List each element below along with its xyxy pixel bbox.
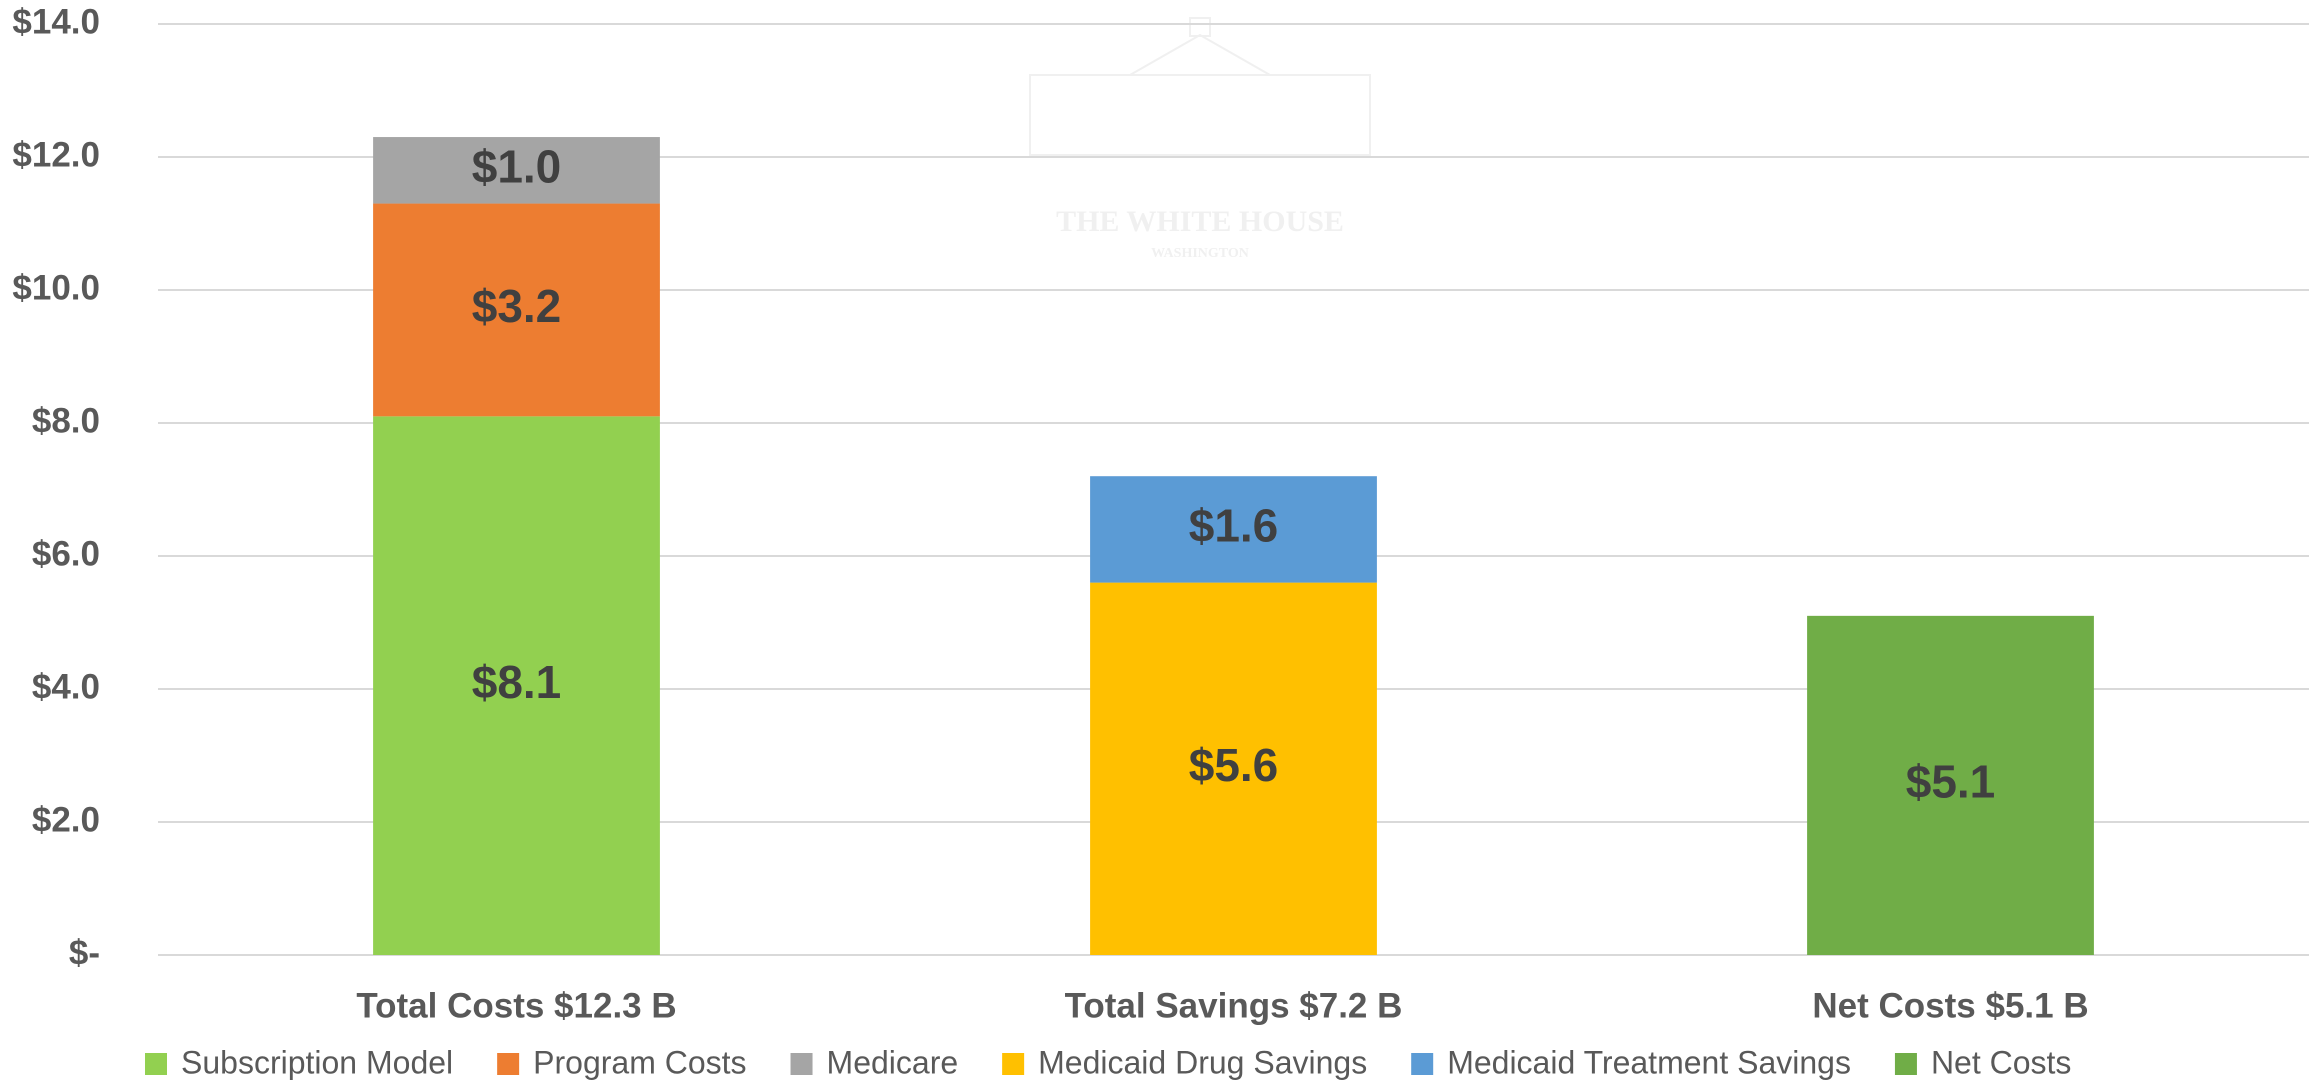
y-tick-label: $4.0 bbox=[32, 667, 100, 706]
data-label: $1.0 bbox=[472, 140, 562, 192]
y-tick-label: $- bbox=[69, 933, 100, 972]
legend-label: Program Costs bbox=[533, 1044, 746, 1080]
y-tick-label: $10.0 bbox=[12, 268, 100, 307]
data-label: $1.6 bbox=[1189, 500, 1279, 552]
legend-swatch bbox=[1894, 1053, 1917, 1075]
bar-segment bbox=[373, 137, 660, 204]
legend-swatch bbox=[145, 1053, 167, 1075]
legend-label: Medicaid Treatment Savings bbox=[1447, 1044, 1851, 1080]
legend-swatch bbox=[1002, 1053, 1025, 1075]
x-tick-label: Total Savings $7.2 B bbox=[1065, 986, 1403, 1025]
legend-swatch bbox=[790, 1053, 813, 1075]
x-tick-label: Net Costs $5.1 B bbox=[1812, 986, 2088, 1025]
legend-label: Subscription Model bbox=[181, 1044, 453, 1080]
watermark-title: THE WHITE HOUSE bbox=[1056, 205, 1344, 238]
bar-segment bbox=[1090, 582, 1377, 955]
legend-label: Medicare bbox=[827, 1044, 959, 1080]
y-tick-label: $6.0 bbox=[32, 534, 100, 573]
bar-segment bbox=[1807, 615, 2094, 955]
watermark-subtitle: WASHINGTON bbox=[1151, 246, 1249, 261]
bar-segment bbox=[1090, 476, 1377, 583]
bar-segment bbox=[373, 416, 660, 956]
data-label: $8.1 bbox=[472, 656, 562, 708]
legend-label: Net Costs bbox=[1931, 1044, 2071, 1080]
legend-swatch bbox=[1411, 1053, 1434, 1075]
data-label: $5.1 bbox=[1906, 756, 1996, 808]
data-label: $3.2 bbox=[472, 280, 562, 332]
y-tick-label: $12.0 bbox=[12, 135, 100, 174]
y-tick-label: $8.0 bbox=[32, 401, 100, 440]
legend-swatch bbox=[497, 1053, 520, 1075]
bar-segment bbox=[373, 203, 660, 417]
x-tick-label: Total Costs $12.3 B bbox=[356, 986, 676, 1025]
data-label: $5.6 bbox=[1189, 739, 1279, 791]
y-tick-label: $14.0 bbox=[12, 2, 100, 41]
watermark-building bbox=[1029, 17, 1371, 156]
legend-label: Medicaid Drug Savings bbox=[1038, 1044, 1367, 1080]
y-tick-label: $2.0 bbox=[32, 800, 100, 839]
